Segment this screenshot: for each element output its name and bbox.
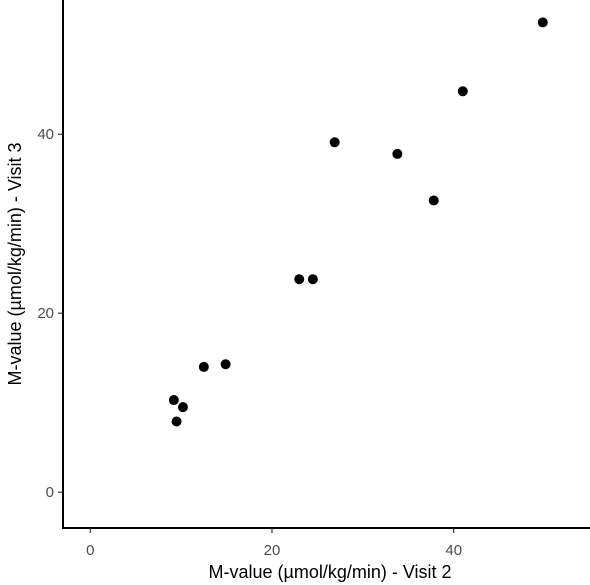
data-point	[171, 416, 182, 427]
x-axis-ticks: 0 20 40	[86, 528, 462, 559]
data-point	[177, 402, 188, 413]
x-tick-label: 0	[86, 542, 94, 559]
x-tick-label: 20	[264, 542, 281, 559]
y-axis-title: M-value (µmol/kg/min) - Visit 3	[5, 142, 25, 385]
plot-area	[168, 17, 548, 427]
data-point	[428, 195, 439, 206]
y-tick-label: 20	[37, 305, 54, 322]
y-tick-label: 40	[37, 126, 54, 143]
y-tick-label: 0	[46, 484, 54, 501]
data-point	[220, 359, 231, 370]
data-point	[294, 274, 305, 285]
data-point	[392, 148, 403, 159]
x-tick-label: 40	[445, 542, 462, 559]
data-point	[329, 137, 340, 148]
data-point	[457, 86, 468, 97]
data-point	[307, 274, 318, 285]
y-axis-ticks: 0 20 40	[37, 126, 63, 501]
data-point	[198, 361, 209, 372]
data-point	[168, 395, 179, 406]
x-axis-title: M-value (µmol/kg/min) - Visit 2	[208, 562, 451, 582]
data-point	[537, 17, 548, 28]
